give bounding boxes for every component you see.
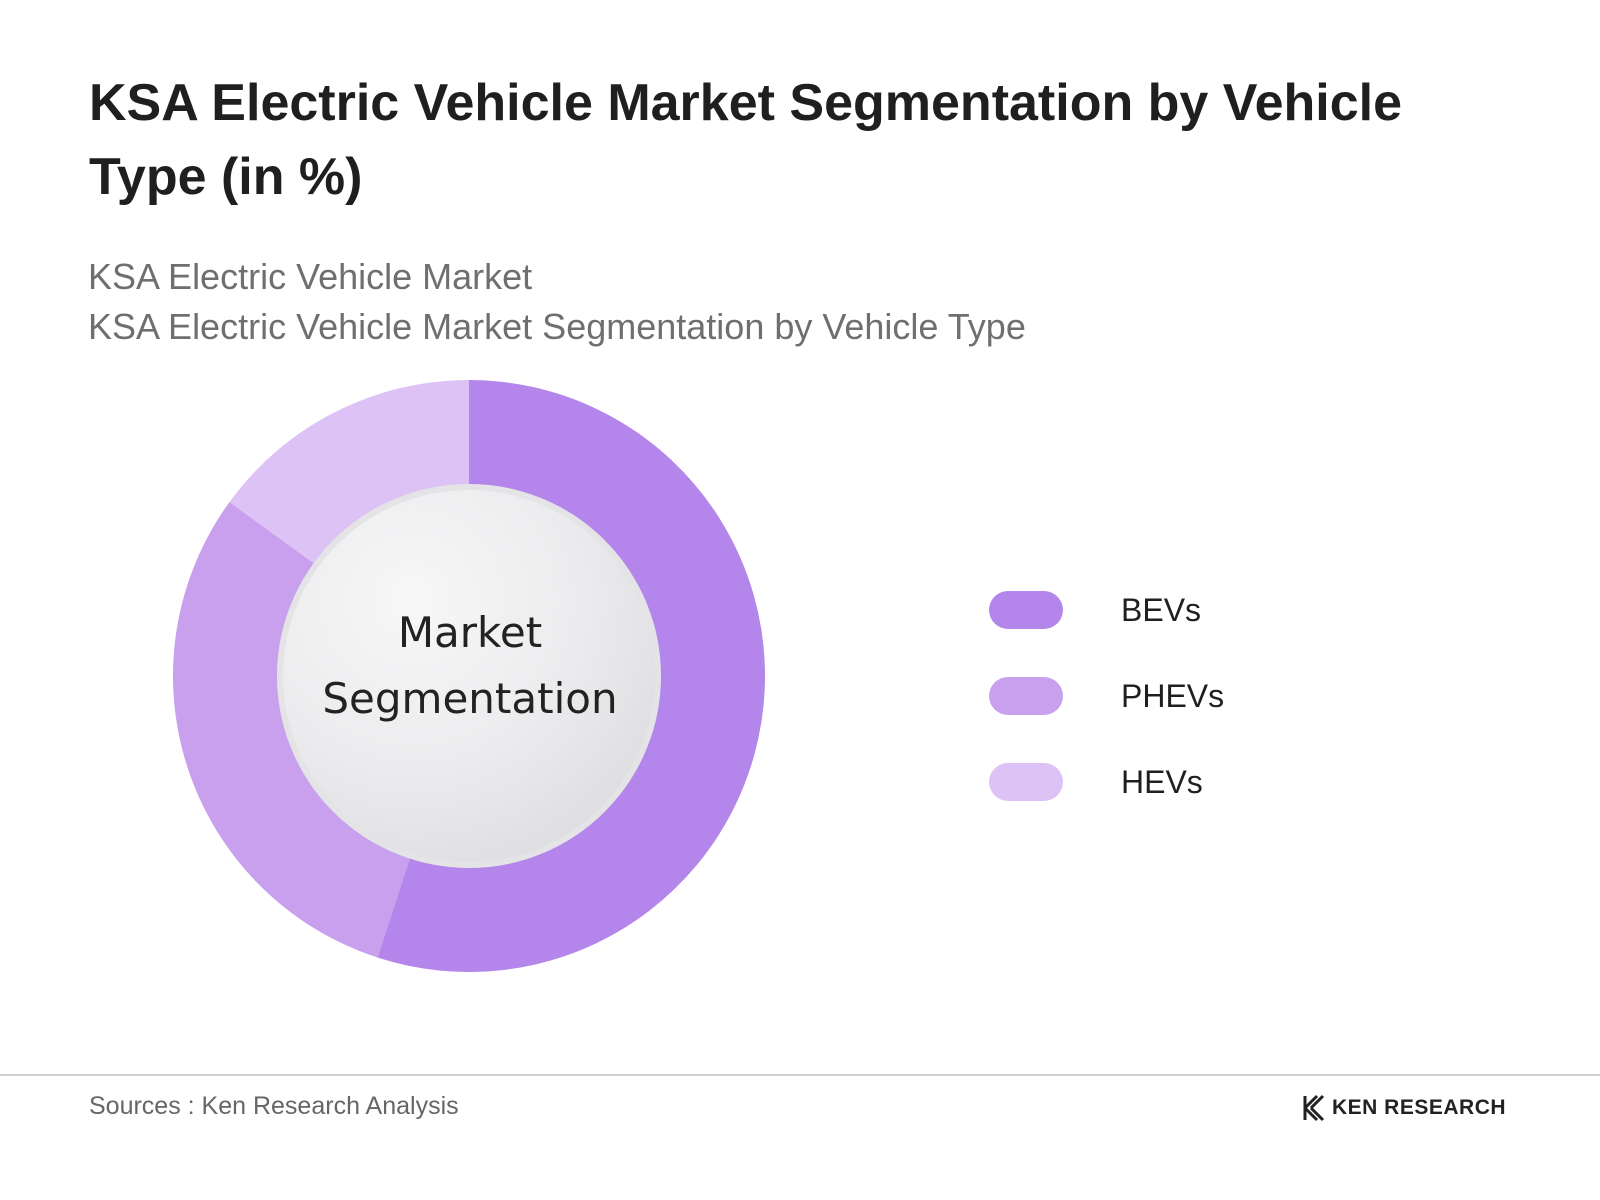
legend-label-phevs: PHEVs <box>1121 677 1225 714</box>
donut-slices <box>173 380 765 972</box>
source-note: Sources : Ken Research Analysis <box>89 1092 459 1120</box>
donut-slice-bevs <box>377 380 765 972</box>
subtitle-segmentation: KSA Electric Vehicle Market Segmentation… <box>88 306 1026 347</box>
subtitle-market: KSA Electric Vehicle Market <box>88 256 533 297</box>
legend-item-bevs: BEVs <box>989 567 1224 653</box>
legend-swatch-hevs <box>989 763 1063 801</box>
legend-swatch-bevs <box>989 591 1063 629</box>
legend-item-phevs: PHEVs <box>989 653 1224 739</box>
legend-label-bevs: BEVs <box>1121 591 1202 628</box>
subtitle-block: KSA Electric Vehicle Market KSA Electric… <box>88 252 1026 352</box>
chart-title: KSA Electric Vehicle Market Segmentation… <box>89 74 1403 206</box>
brand-logo: KEN RESEARCH <box>1302 1094 1506 1122</box>
legend-label-hevs: HEVs <box>1121 763 1203 800</box>
donut-center-hub <box>277 484 661 868</box>
brand-name: KEN RESEARCH <box>1332 1096 1507 1119</box>
footer-divider <box>0 1074 1600 1076</box>
ken-research-logo-icon <box>1303 1094 1325 1122</box>
donut-center-label: Market Segmentation <box>282 600 658 732</box>
center-label-line1: Market <box>397 608 543 657</box>
legend-swatch-phevs <box>989 677 1063 715</box>
donut-slice-hevs <box>229 380 469 566</box>
chart-legend: BEVs PHEVs HEVs <box>989 567 1224 825</box>
legend-item-hevs: HEVs <box>989 739 1224 825</box>
donut-slice-phevs <box>173 502 411 958</box>
center-label-line2: Segmentation <box>322 674 618 723</box>
